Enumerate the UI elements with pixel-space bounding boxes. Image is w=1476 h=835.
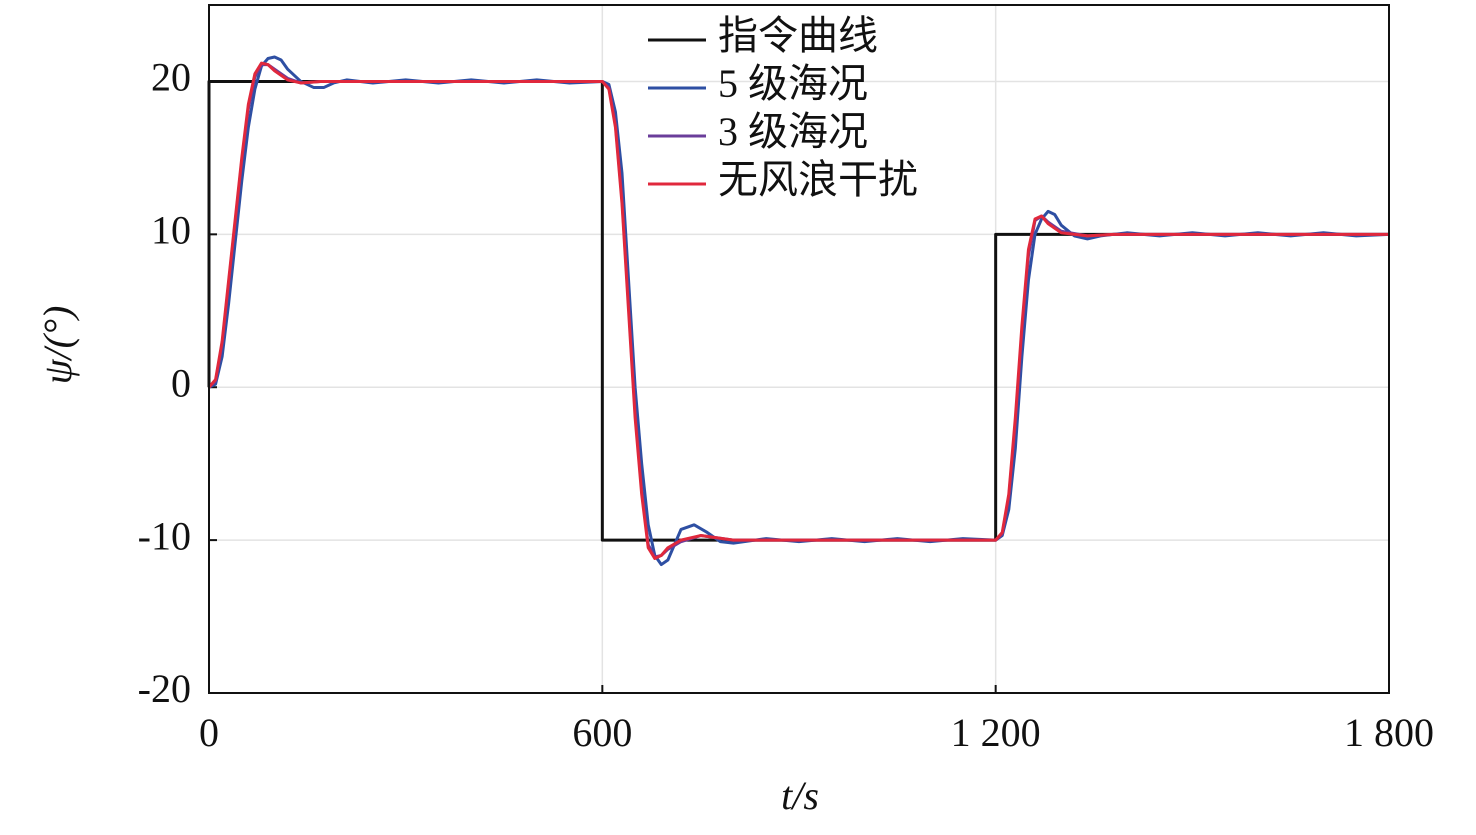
legend-label: 3 级海况 <box>718 109 868 154</box>
y-axis-label: ψ/(°) <box>35 306 80 385</box>
plot-frame <box>208 4 1390 694</box>
x-tick-label: 1 800 <box>1344 710 1434 755</box>
series-line <box>207 61 1389 560</box>
legend-label: 5 级海况 <box>718 61 868 106</box>
y-tick-label: -10 <box>138 513 191 558</box>
y-tick-label: 20 <box>151 55 191 100</box>
x-tick-label: 0 <box>199 710 219 755</box>
series-line <box>208 55 1390 567</box>
x-axis-label: t/s <box>781 773 819 818</box>
legend-label: 无风浪干扰 <box>718 157 918 202</box>
y-tick-label: 10 <box>151 208 191 253</box>
y-tick-label: -20 <box>138 666 191 711</box>
y-tick-label: 0 <box>171 360 191 405</box>
x-tick-label: 1 200 <box>951 710 1041 755</box>
legend-label: 指令曲线 <box>718 13 878 58</box>
x-tick-label: 600 <box>572 710 632 755</box>
